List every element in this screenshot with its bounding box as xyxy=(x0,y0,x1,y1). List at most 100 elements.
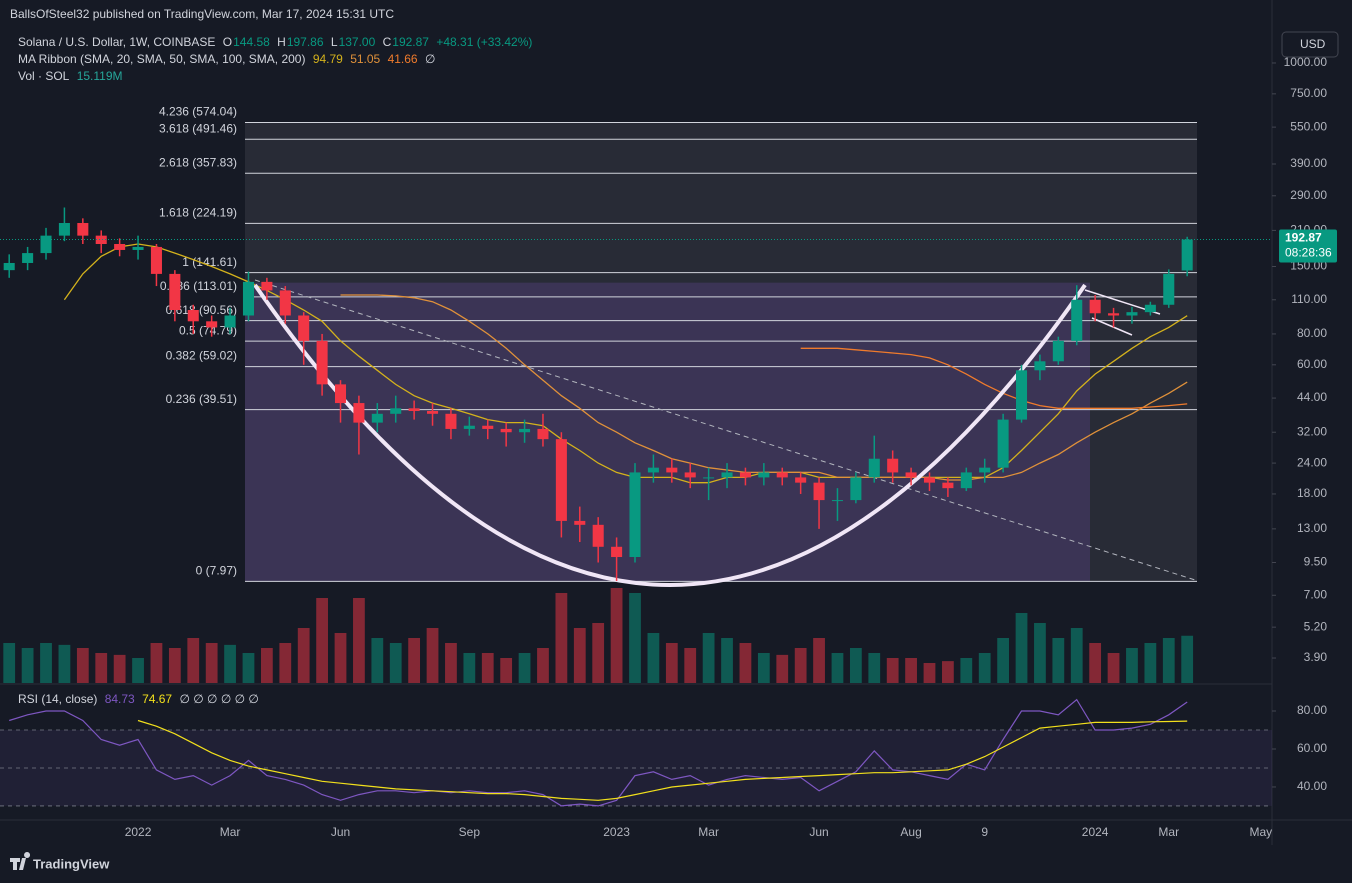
volume-bar xyxy=(408,638,421,683)
y-tick-label: 32.00 xyxy=(1297,424,1327,438)
volume-bar xyxy=(279,643,292,683)
volume-bar xyxy=(573,628,586,683)
volume-bar xyxy=(58,644,71,683)
volume-bar xyxy=(150,643,163,683)
y-tick-label: 7.00 xyxy=(1304,587,1328,601)
volume-bar xyxy=(426,628,439,683)
candle-body xyxy=(979,467,991,473)
candle-body xyxy=(555,439,567,521)
volume-bar xyxy=(205,643,218,683)
candle-body xyxy=(537,428,549,440)
ohlc-value: 137.00 xyxy=(338,35,376,49)
volume-bar xyxy=(1015,613,1028,683)
candle-body xyxy=(1071,299,1083,341)
volume-bar xyxy=(353,598,365,683)
ma-title: MA Ribbon (SMA, 20, SMA, 50, SMA, 100, S… xyxy=(18,52,306,66)
volume-bar xyxy=(610,588,623,683)
volume-bar xyxy=(389,643,402,683)
ma-empty: ∅ xyxy=(424,52,436,66)
candle-body xyxy=(813,482,825,501)
candle-body xyxy=(3,262,15,271)
candle-body xyxy=(942,482,954,489)
x-tick-label: May xyxy=(1249,825,1272,839)
y-tick-label: 110.00 xyxy=(1291,292,1327,306)
volume-bar xyxy=(721,638,733,683)
ohlc-value: 144.58 xyxy=(233,35,270,49)
x-tick-label: Jun xyxy=(331,825,350,839)
candle-body xyxy=(1181,239,1193,271)
rsi-value: 74.67 xyxy=(142,692,173,706)
candle-body xyxy=(1089,299,1101,314)
candle-body xyxy=(1126,312,1138,316)
candle-body xyxy=(850,477,862,501)
y-tick-label: 290.00 xyxy=(1290,188,1327,202)
y-tick-label: 550.00 xyxy=(1290,119,1327,133)
ma-value: 51.05 xyxy=(350,52,381,66)
candle-body xyxy=(242,281,254,316)
candle-body xyxy=(721,472,733,478)
fib-label: 4.236 (574.04) xyxy=(159,105,237,119)
volume-bar xyxy=(40,643,52,683)
currency-button[interactable] xyxy=(1281,31,1339,58)
candle-body xyxy=(95,235,107,245)
y-tick-label: 18.00 xyxy=(1297,486,1327,500)
fib-label: 0.236 (39.51) xyxy=(166,392,237,406)
volume-bar xyxy=(113,654,126,683)
candle-body xyxy=(463,425,475,429)
candle-body xyxy=(298,315,310,341)
volume-bar xyxy=(629,593,641,683)
candle-body xyxy=(960,472,972,489)
countdown: 08:28:36 xyxy=(1285,246,1332,260)
candle-body xyxy=(22,253,34,263)
y-tick-label: 24.00 xyxy=(1297,455,1327,469)
volume-bar xyxy=(1144,643,1157,683)
candle-body xyxy=(224,315,236,328)
candle-body xyxy=(1052,340,1064,362)
volume-bar xyxy=(1181,635,1194,683)
volume-bar xyxy=(960,658,973,683)
volume-bar xyxy=(813,638,825,683)
candle-body xyxy=(923,477,936,483)
rsi-value: 84.73 xyxy=(104,692,135,706)
candle-body xyxy=(1144,304,1156,313)
x-tick-label: 2022 xyxy=(125,825,152,839)
candle-body xyxy=(1016,370,1028,420)
volume-bar xyxy=(665,643,678,683)
volume-bar xyxy=(942,661,954,683)
volume-bar xyxy=(555,593,568,683)
candle-body xyxy=(592,524,604,547)
fib-label: 1 (141.61) xyxy=(182,255,237,269)
fib-label: 0.382 (59.02) xyxy=(166,349,237,363)
ohlc-label: H xyxy=(277,35,286,49)
last-price-box xyxy=(1279,229,1337,263)
legend-rsi: RSI (14, close) 84.73 74.67 ∅ ∅ ∅ ∅ ∅ ∅ xyxy=(18,692,263,706)
legend-vol: Vol · SOL 15.119M xyxy=(18,69,127,83)
ma-value: 41.66 xyxy=(387,52,418,66)
candle-body xyxy=(1108,313,1120,316)
ma-value: 94.79 xyxy=(312,52,343,66)
volume-bar xyxy=(132,658,144,683)
y-tick-label: 750.00 xyxy=(1290,86,1327,100)
fib-label: 1.618 (224.19) xyxy=(159,206,237,220)
volume-bar xyxy=(242,653,255,683)
ohlc-label: L xyxy=(330,35,338,49)
candle-body xyxy=(629,472,641,558)
candle-body xyxy=(703,477,715,479)
volume-bar xyxy=(95,653,108,683)
trendline xyxy=(254,279,1196,581)
change: +48.31 (+33.42%) xyxy=(436,35,533,49)
currency[interactable]: USD xyxy=(1300,37,1326,51)
volume-bar xyxy=(1034,623,1046,683)
candle-body xyxy=(445,413,457,429)
candle-body xyxy=(316,340,328,385)
y-tick-label: 60.00 xyxy=(1297,741,1327,755)
candle-body xyxy=(997,419,1009,468)
candle-body xyxy=(519,428,531,433)
candle-body xyxy=(427,411,439,414)
candle-body xyxy=(169,273,181,310)
candle-body xyxy=(611,546,623,558)
x-tick-label: 2023 xyxy=(603,825,630,839)
volume-bar xyxy=(1162,638,1175,683)
x-tick-label: Sep xyxy=(459,825,481,839)
